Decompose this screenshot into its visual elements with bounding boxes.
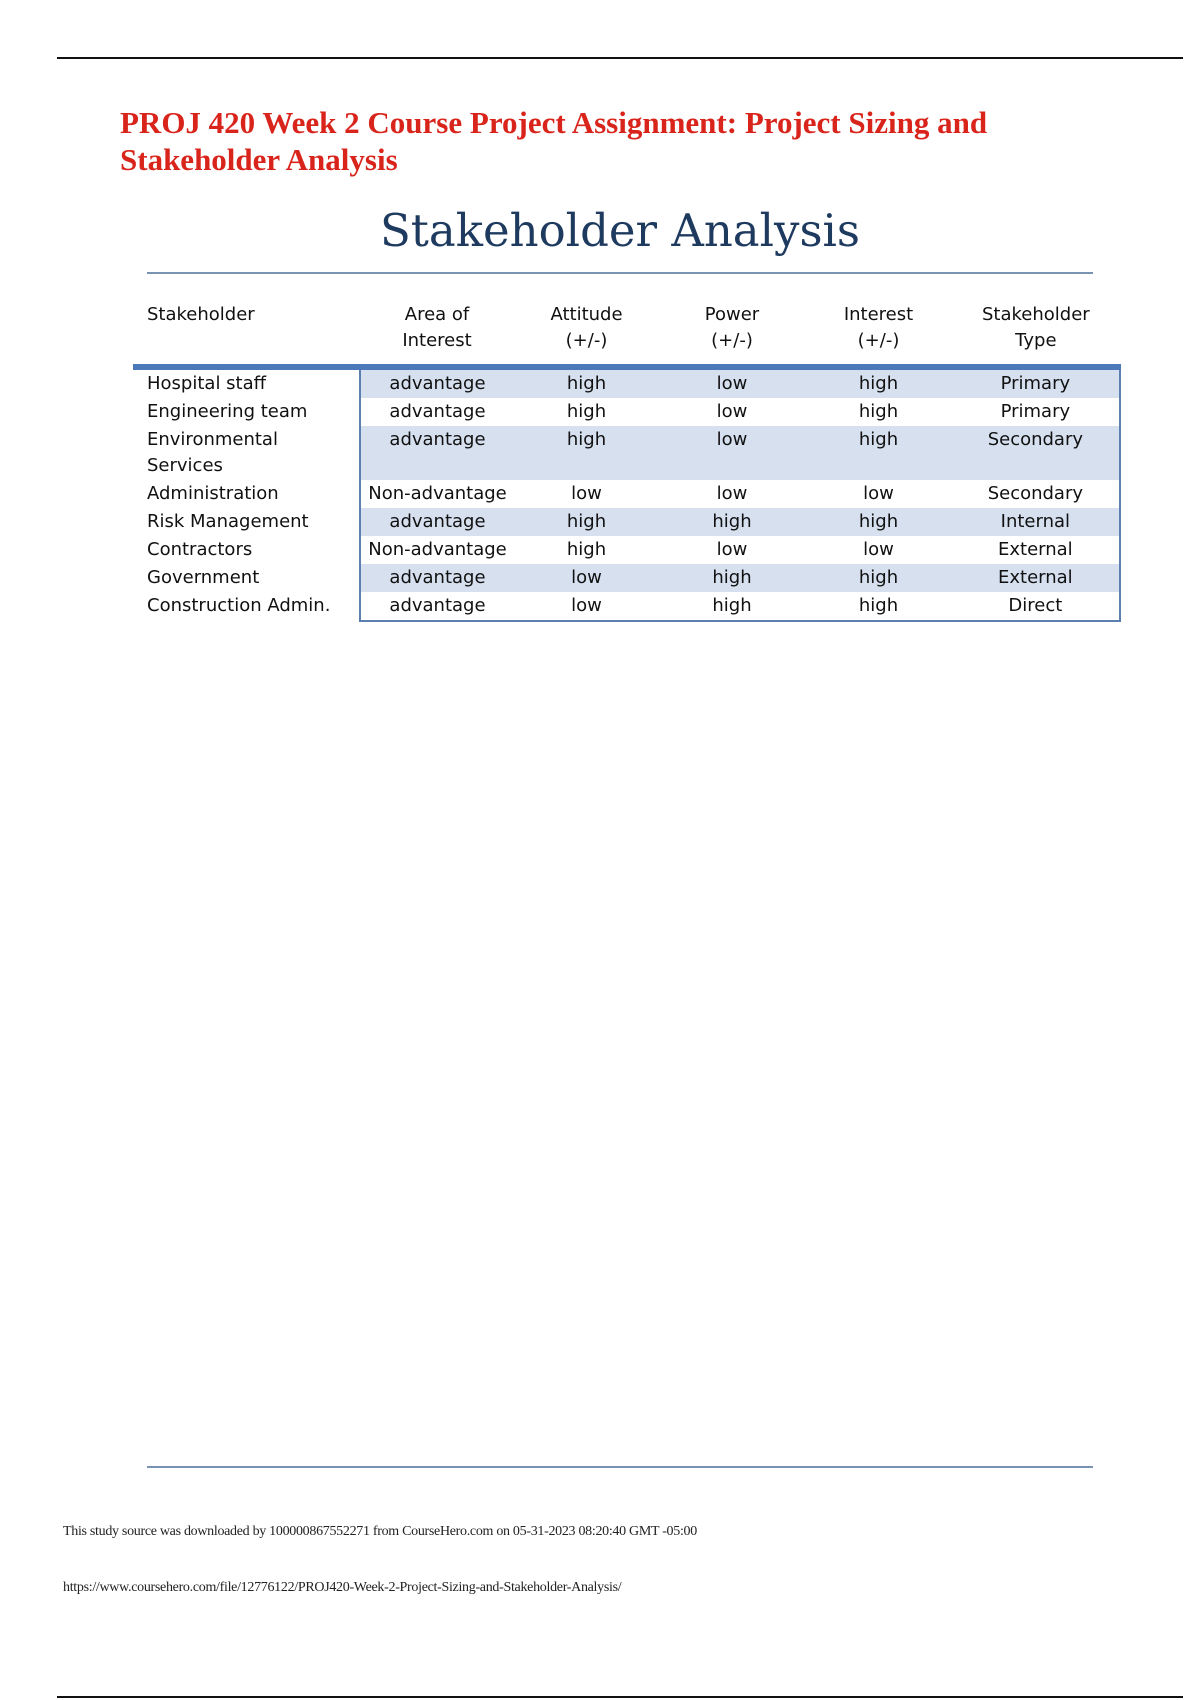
column-header: Area of Interest (402, 304, 472, 351)
table-cell: advantage (360, 592, 514, 622)
table-row: Engineering team advantage high low high Prim… (133, 398, 1121, 426)
table-cell: high (805, 564, 952, 592)
table-row: Construction Admin. advantage low high high D… (133, 592, 1121, 622)
source-url[interactable]: https://www.coursehero.com/file/12776122… (63, 1580, 622, 1595)
table-cell: advantage (360, 508, 514, 536)
column-header: Interest (+/-) (843, 304, 914, 351)
table-cell: Direct (952, 592, 1121, 622)
stakeholder-cell: Administration (133, 480, 361, 508)
table-cell: advantage (360, 426, 514, 480)
table-row: Risk Management advantage high high high Inte… (133, 508, 1121, 536)
table-cell: low (571, 483, 602, 504)
table-cell: low (863, 483, 894, 504)
table-cell: high (514, 508, 659, 536)
table-cell: low (514, 564, 659, 592)
column-header: Stakeholder (147, 304, 255, 325)
table-cell: high (659, 592, 805, 622)
table-cell: Primary (952, 398, 1121, 426)
table-cell: External (952, 564, 1121, 592)
table-cell: Secondary (952, 426, 1121, 480)
download-note: This study source was downloaded by 1000… (63, 1524, 697, 1539)
column-header: Stakeholder Type (982, 304, 1090, 351)
bottom-rule (57, 1696, 1183, 1698)
document-title: PROJ 420 Week 2 Course Project Assignmen… (120, 105, 988, 177)
table-cell: high (514, 367, 659, 398)
heading-underline (147, 272, 1093, 274)
table-cell: high (805, 508, 952, 536)
column-header: Attitude (+/-) (550, 304, 623, 351)
table-cell: high (659, 508, 805, 536)
table-row: Hospital staff advantage high low high Primar… (133, 367, 1121, 398)
table-cell: low (514, 592, 659, 622)
table-cell: high (659, 564, 805, 592)
table-cell: advantage (360, 564, 514, 592)
table-cell: high (566, 401, 607, 422)
table-cell: External (952, 536, 1121, 564)
stakeholder-cell: Hospital staff (133, 367, 361, 398)
table-cell: low (659, 367, 805, 398)
column-header: Power (+/-) (704, 304, 760, 351)
table-cell: high (514, 426, 659, 480)
table-cell: Secondary (952, 480, 1121, 508)
table-cell: low (716, 401, 748, 422)
stakeholder-cell: Risk Management (133, 508, 361, 536)
table-cell: low (716, 539, 748, 560)
table-cell: high (805, 592, 952, 622)
table-cell: Internal (952, 508, 1121, 536)
stakeholder-cell: Government (133, 564, 361, 592)
table-cell: low (863, 539, 894, 560)
stakeholder-cell: Construction Admin. (133, 592, 361, 621)
top-rule (57, 57, 1183, 59)
table-cell: high (858, 401, 899, 422)
stakeholder-cell: Engineering team (133, 398, 361, 426)
stakeholder-table: Stakeholder Area of Interest Attitude (+/-… (133, 300, 1121, 622)
table-row: Government advantage low high high External (133, 564, 1121, 592)
table-cell: Primary (952, 367, 1121, 398)
table-header-row: Stakeholder Area of Interest Attitude (+/-… (133, 300, 1120, 367)
table-cell: low (659, 426, 805, 480)
stakeholder-cell: Contractors (133, 536, 361, 564)
table-cell: advantage (360, 367, 514, 398)
table-cell: Non-advantage (368, 539, 507, 560)
stakeholder-cell: Environmental Services (133, 426, 361, 480)
table-row: Contractors Non-advantage high low low Extern… (133, 536, 1121, 564)
table-cell: high (805, 367, 952, 398)
table-cell: high (566, 539, 607, 560)
table-row: Environmental Services advantage high low hi… (133, 426, 1121, 480)
table-cell: advantage (389, 401, 486, 422)
section-heading: Stakeholder Analysis (379, 204, 861, 257)
table-cell: low (716, 483, 748, 504)
table-cell: high (805, 426, 952, 480)
table-row: Administration Non-advantage low low low Seco… (133, 480, 1121, 508)
table-cell: Non-advantage (368, 483, 507, 504)
footer-rule (147, 1466, 1093, 1468)
